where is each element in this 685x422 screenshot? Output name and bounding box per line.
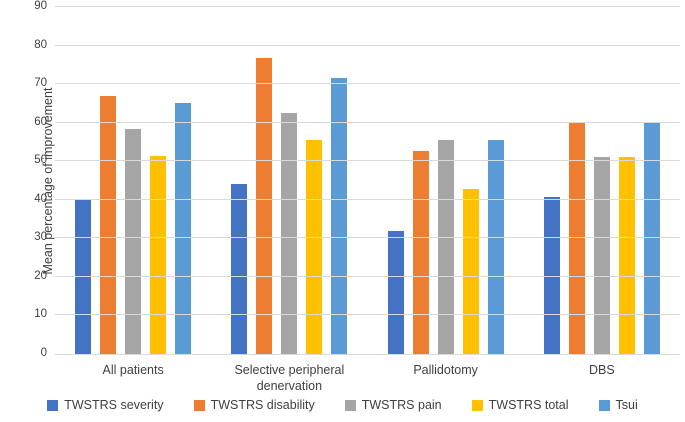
gridline — [55, 237, 680, 239]
legend-item-twstrs-disability: TWSTRS disability — [193, 398, 315, 412]
y-tick-label: 70 — [34, 77, 47, 90]
gridline — [55, 314, 680, 316]
y-tick-label: 20 — [34, 269, 47, 282]
legend-marker-twstrs-disability — [193, 399, 205, 411]
gridline — [55, 6, 680, 7]
x-label-all-patients: All patients — [102, 363, 164, 377]
legend-item-twstrs-severity: TWSTRS severity — [47, 398, 164, 412]
legend-item-twstrs-total: TWSTRS total — [471, 398, 569, 412]
legend-label: TWSTRS severity — [64, 398, 164, 412]
gridline — [55, 121, 680, 123]
bar-twstrs-pain-pallidotomy — [437, 140, 454, 354]
y-tick-label: 30 — [34, 231, 47, 244]
bar-tsui-selective-peripheral-denervation — [331, 78, 348, 354]
bar-twstrs-pain-selective-peripheral-denervation — [281, 112, 298, 354]
legend-marker-tsui — [598, 399, 610, 411]
bar-group-pallidotomy — [368, 7, 524, 354]
x-label-dbs: DBS — [589, 363, 615, 377]
bar-tsui-pallidotomy — [487, 140, 504, 354]
bar-tsui-all-patients — [175, 103, 192, 354]
bar-twstrs-severity-selective-peripheral-denervation — [231, 183, 248, 354]
y-tick-label: 90 — [34, 0, 47, 12]
gridline — [55, 160, 680, 162]
x-label-selective-peripheral-denervation: Selective peripheral denervation — [234, 363, 345, 394]
bar-groups — [55, 7, 680, 354]
y-axis-title: Mean percentage of improvement — [41, 87, 55, 275]
legend-item-tsui: Tsui — [598, 398, 638, 412]
bar-twstrs-disability-selective-peripheral-denervation — [256, 57, 273, 354]
bar-twstrs-pain-all-patients — [125, 128, 142, 354]
bar-twstrs-total-dbs — [618, 156, 635, 354]
legend-marker-twstrs-pain — [344, 399, 356, 411]
gridline — [55, 83, 680, 85]
bar-group-selective-peripheral-denervation — [211, 7, 367, 354]
bar-twstrs-severity-pallidotomy — [387, 231, 404, 354]
legend-label: TWSTRS pain — [361, 398, 442, 412]
y-tick-label: 40 — [34, 192, 47, 205]
legend-item-twstrs-pain: TWSTRS pain — [344, 398, 442, 412]
y-tick-label: 10 — [34, 308, 47, 321]
bar-twstrs-total-pallidotomy — [462, 188, 479, 354]
legend-marker-twstrs-severity — [47, 399, 59, 411]
y-tick-label: 80 — [34, 38, 47, 51]
plot-area — [55, 6, 680, 355]
gridline — [55, 198, 680, 200]
bar-group-all-patients — [55, 7, 211, 354]
legend-label: TWSTRS total — [488, 398, 569, 412]
gridline — [55, 44, 680, 46]
x-axis-line — [55, 354, 680, 355]
y-tick-label: 60 — [34, 115, 47, 128]
bar-group-dbs — [524, 7, 680, 354]
y-tick-label: 50 — [34, 154, 47, 167]
legend-label: Tsui — [615, 398, 638, 412]
bar-twstrs-total-selective-peripheral-denervation — [306, 140, 323, 354]
legend-marker-twstrs-total — [471, 399, 483, 411]
x-axis-labels: All patients Selective peripheral denerva… — [55, 362, 680, 395]
legend-label: TWSTRS disability — [210, 398, 315, 412]
y-tick-label: 0 — [40, 347, 47, 359]
gridline — [55, 275, 680, 277]
bar-twstrs-pain-dbs — [593, 156, 610, 354]
legend: TWSTRS severity TWSTRS disability TWSTRS p… — [0, 398, 685, 412]
bar-twstrs-total-all-patients — [150, 156, 167, 354]
bar-twstrs-disability-pallidotomy — [412, 150, 429, 354]
x-label-pallidotomy: Pallidotomy — [413, 363, 478, 377]
